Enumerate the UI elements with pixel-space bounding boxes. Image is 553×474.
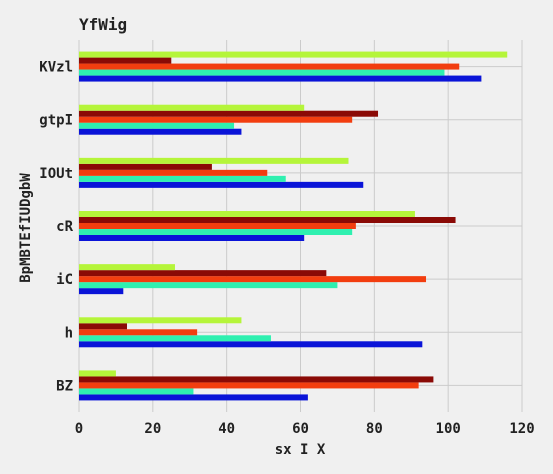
bar <box>79 110 379 117</box>
bar <box>79 122 235 129</box>
bar <box>79 51 508 58</box>
bar <box>79 223 356 229</box>
bar <box>79 235 305 241</box>
bar <box>79 288 124 295</box>
bar <box>79 229 353 235</box>
bar <box>79 264 175 271</box>
bar <box>79 69 445 76</box>
bar <box>79 270 327 277</box>
bar <box>79 282 338 289</box>
bar <box>79 217 456 223</box>
bar <box>79 128 242 135</box>
y-tick-labels: BZ h iC cR IOUt gtpI KVzl <box>39 60 73 395</box>
chart-title: YfWig <box>79 15 127 34</box>
bar <box>79 370 116 377</box>
y-tick-label: KVzl <box>39 60 73 76</box>
x-tick-labels: 0 20 40 60 80 100 120 <box>75 421 535 437</box>
bar <box>79 376 434 383</box>
bar <box>79 329 198 336</box>
bar <box>79 317 242 324</box>
y-tick-label: cR <box>56 219 73 235</box>
bar <box>79 394 308 401</box>
bar <box>79 181 364 188</box>
bar <box>79 388 194 395</box>
bar <box>79 157 349 164</box>
bar <box>79 175 286 182</box>
x-tick-label: 80 <box>366 421 383 437</box>
x-tick-label: 0 <box>75 421 83 437</box>
bar <box>79 276 427 283</box>
bar <box>79 104 305 111</box>
y-axis-label: BpMBTEfIUDgbW <box>18 173 34 283</box>
x-tick-label: 120 <box>509 421 534 437</box>
bar <box>79 57 172 64</box>
x-tick-label: 100 <box>436 421 461 437</box>
bar <box>79 211 415 217</box>
y-tick-label: gtpI <box>39 113 73 129</box>
x-axis-label: sx I X <box>275 442 326 458</box>
y-tick-label: BZ <box>56 378 73 394</box>
bar <box>79 116 353 123</box>
y-tick-label: h <box>65 325 73 341</box>
bar <box>79 169 268 176</box>
x-tick-label: 60 <box>292 421 309 437</box>
y-tick-label: iC <box>56 272 73 288</box>
bar <box>79 63 460 70</box>
y-tick-label: IOUt <box>39 166 73 182</box>
bar <box>79 335 271 342</box>
bar <box>79 75 482 82</box>
x-tick-label: 20 <box>144 421 161 437</box>
bars <box>79 51 508 401</box>
x-tick-label: 40 <box>218 421 235 437</box>
bar <box>79 163 212 170</box>
bar <box>79 341 423 348</box>
bar <box>79 323 127 330</box>
bar <box>79 382 419 389</box>
